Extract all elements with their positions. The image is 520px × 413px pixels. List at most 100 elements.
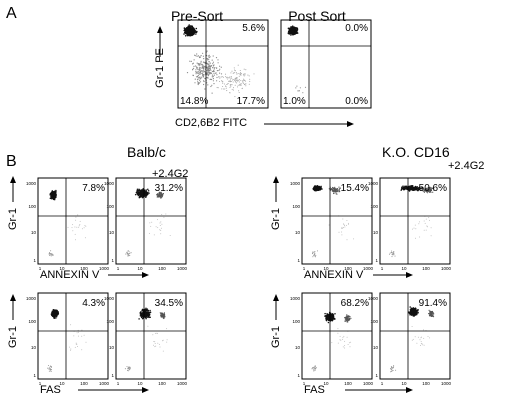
y-tick-label: 1: [33, 373, 36, 378]
event-dot: [296, 29, 299, 31]
b-plot-frame: [301, 177, 373, 265]
event-dot: [204, 78, 206, 80]
event-dot: [77, 335, 79, 337]
event-dot: [202, 74, 204, 76]
x-tick-label: 10: [137, 381, 143, 386]
event-dot: [186, 31, 189, 33]
event-dot: [211, 92, 213, 94]
event-dot: [142, 193, 144, 195]
event-dot: [53, 315, 56, 317]
event-dot: [56, 310, 58, 313]
event-dot: [238, 90, 240, 92]
event-dot: [391, 250, 393, 252]
event-dot: [292, 29, 295, 31]
event-dot: [77, 346, 78, 347]
event-dot: [195, 31, 198, 34]
event-dot: [201, 63, 203, 66]
event-dot: [429, 337, 431, 339]
event-dot: [237, 84, 239, 86]
event-dot: [188, 24, 190, 26]
y-tick-label: 1000: [26, 296, 37, 301]
b-plot-7: 68.2% 1000 100 10 11 10 100 1000: [290, 292, 374, 386]
event-dot: [188, 30, 190, 33]
event-dot: [127, 255, 129, 257]
event-dot: [197, 70, 199, 72]
event-dot: [417, 336, 419, 338]
event-dot: [327, 321, 330, 324]
event-dot: [215, 57, 218, 59]
event-dot: [203, 65, 205, 67]
event-dot: [208, 63, 210, 65]
event-dot: [51, 254, 54, 256]
event-dot: [213, 72, 215, 74]
event-dot: [393, 253, 395, 255]
event-dot: [304, 86, 307, 88]
event-dot: [333, 188, 335, 190]
event-dot: [157, 193, 159, 195]
event-dot: [128, 367, 130, 369]
event-dot: [342, 218, 344, 220]
postsort-ur-percent: 0.0%: [345, 23, 368, 34]
event-dot: [337, 332, 339, 334]
event-dot: [225, 75, 227, 78]
event-dot: [240, 73, 243, 75]
event-dot: [314, 253, 316, 255]
event-dot: [242, 80, 244, 82]
event-dot: [344, 347, 346, 349]
event-dot: [197, 55, 199, 57]
event-dot: [198, 72, 200, 74]
event-dot: [54, 191, 57, 193]
event-dot: [189, 32, 192, 35]
event-dot: [409, 306, 411, 308]
event-dot: [418, 221, 420, 223]
event-dot: [208, 69, 210, 71]
event-dot: [221, 81, 223, 83]
event-dot: [413, 227, 415, 229]
x-tick-label: 1000: [99, 266, 110, 271]
event-dot: [210, 69, 212, 71]
event-dot: [214, 67, 216, 69]
event-dot: [76, 226, 78, 228]
event-dot: [344, 340, 346, 342]
x-tick-label: 1000: [177, 381, 188, 386]
event-dot: [163, 313, 165, 315]
event-dot: [414, 187, 416, 190]
event-dot: [234, 79, 236, 81]
event-dot: [332, 186, 334, 189]
event-dot: [198, 73, 200, 75]
event-dot: [344, 318, 346, 320]
event-dot: [163, 312, 165, 314]
event-dot: [219, 77, 221, 79]
event-dot: [152, 334, 154, 336]
event-dot: [336, 190, 339, 192]
event-dot: [313, 369, 315, 371]
event-dot: [157, 219, 158, 221]
event-dot: [53, 193, 56, 195]
event-dot: [232, 89, 234, 91]
event-dot: [428, 190, 430, 193]
event-dot: [346, 314, 348, 316]
event-dot: [230, 80, 232, 83]
event-dot: [393, 365, 395, 367]
event-dot: [55, 317, 57, 319]
postsort-title: Post Sort: [288, 8, 346, 24]
event-dot: [201, 73, 203, 75]
event-dot: [411, 308, 413, 310]
x-tick-label: 1: [117, 381, 120, 386]
event-dot: [423, 220, 425, 222]
event-dot: [155, 345, 157, 347]
event-dot: [51, 253, 53, 255]
event-dot: [200, 77, 202, 79]
event-dot: [423, 344, 425, 346]
event-dot: [199, 66, 201, 68]
event-dot: [204, 62, 206, 64]
event-dot: [85, 341, 87, 343]
postsort-frame: [280, 19, 372, 109]
event-dot: [145, 189, 148, 191]
event-dot: [147, 309, 150, 312]
event-dot: [206, 50, 208, 52]
event-dot: [195, 71, 197, 73]
event-dot: [195, 65, 197, 67]
event-dot: [165, 213, 167, 215]
event-dot: [209, 73, 211, 75]
